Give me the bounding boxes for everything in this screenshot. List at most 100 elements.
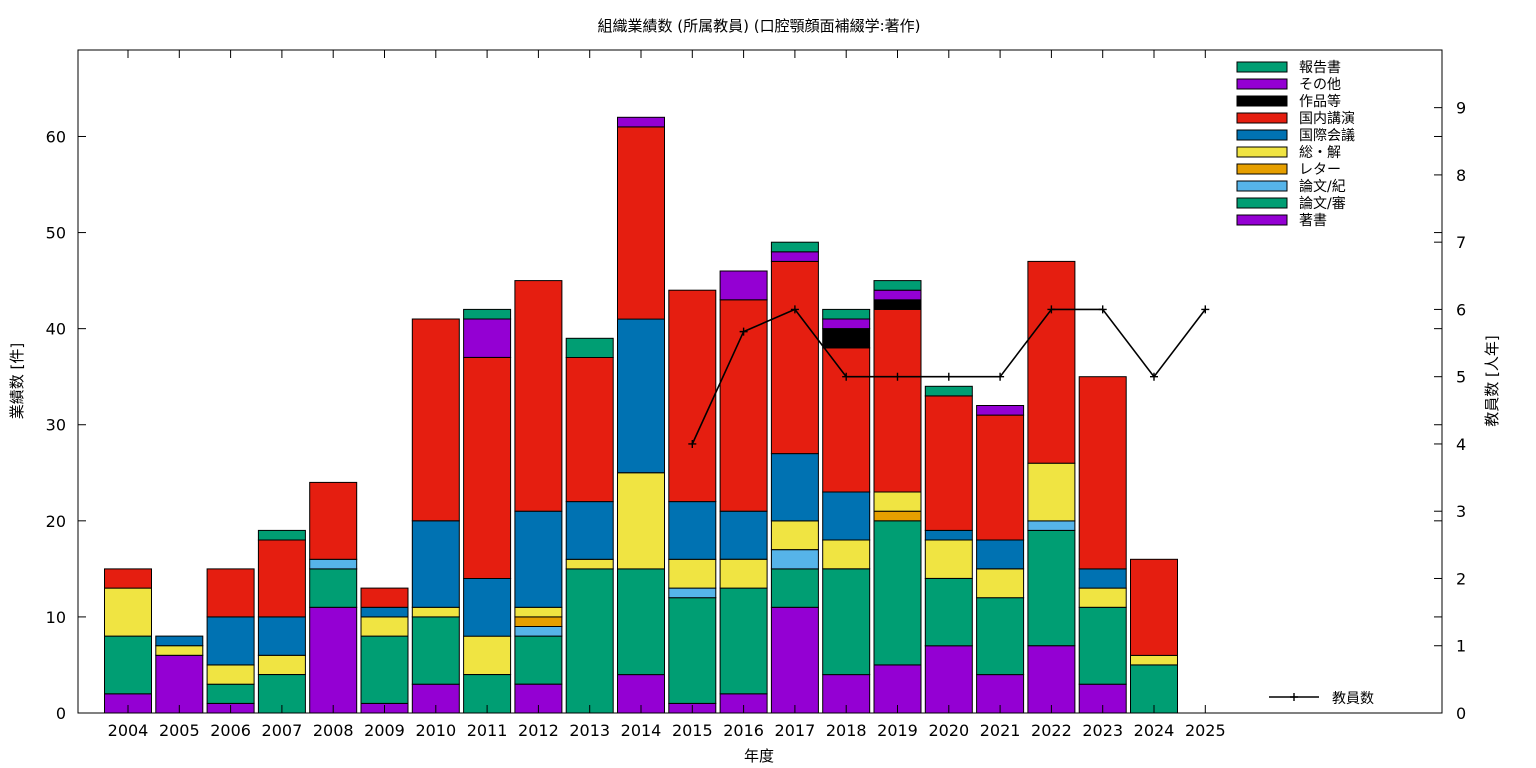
bar-segment-2019-1 <box>873 520 922 666</box>
bar-segment-2008-2 <box>309 558 358 570</box>
teacher-count-point-2023 <box>1098 305 1107 314</box>
legend-swatch-報告書 <box>1236 61 1288 73</box>
bar-segment-2012-4 <box>514 606 563 618</box>
legend-label: 論文/審 <box>1299 196 1346 212</box>
bar-segment-2015-2 <box>668 587 717 599</box>
y2-tick-label: 2 <box>1456 569 1466 588</box>
bar-segment-2013-1 <box>565 568 614 714</box>
bar-segment-2016-4 <box>719 558 768 589</box>
legend-swatch-論文/審 <box>1236 197 1288 209</box>
bar-segment-2010-1 <box>411 616 460 685</box>
bar-segment-2007-9 <box>257 529 306 541</box>
y2-tick-label: 0 <box>1456 704 1466 723</box>
bars <box>104 116 1178 714</box>
legend-swatch-その他 <box>1236 78 1288 90</box>
bar-segment-2017-5 <box>770 453 819 522</box>
x-tick-label: 2012 <box>518 721 559 740</box>
bar-segment-2023-6 <box>1078 376 1127 570</box>
y-tick-label: 50 <box>46 224 66 243</box>
teacher-count-point-2016 <box>739 327 748 336</box>
bar-segment-2011-5 <box>463 578 512 637</box>
bar-segment-2022-6 <box>1027 260 1076 464</box>
bar-segment-2009-4 <box>360 616 409 637</box>
bar-segment-2016-8 <box>719 270 768 301</box>
y-tick-label: 60 <box>46 127 66 146</box>
legend-swatch-レター <box>1236 163 1288 175</box>
bar-segment-2008-6 <box>309 481 358 560</box>
bar-segment-2005-0 <box>155 654 204 714</box>
y-tick-label: 30 <box>46 416 66 435</box>
bar-segment-2014-5 <box>617 318 665 474</box>
bar-segment-2019-3 <box>873 510 922 522</box>
bar-segment-2006-6 <box>206 568 255 618</box>
y2-tick-label: 1 <box>1456 637 1466 656</box>
x-tick-label: 2016 <box>723 721 764 740</box>
bar-segment-2008-1 <box>309 568 358 608</box>
y-tick-label: 10 <box>46 608 66 627</box>
bar-segment-2007-4 <box>257 654 306 675</box>
bar-segment-2018-9 <box>822 308 871 320</box>
bar-segment-2019-6 <box>873 308 922 493</box>
right-axis: 0 1 2 3 4 5 6 7 8 9 <box>1434 99 1466 723</box>
y-tick-label: 0 <box>56 704 66 723</box>
y2-tick-label: 6 <box>1456 300 1466 319</box>
bar-segment-2006-4 <box>206 664 255 685</box>
bar-segment-2012-3 <box>514 616 563 628</box>
teacher-count-line <box>688 305 1210 448</box>
bar-segment-2007-6 <box>257 539 306 618</box>
bar-segment-2018-5 <box>822 491 871 541</box>
teacher-count-point-2017 <box>790 305 799 314</box>
legend-swatch-国際会議 <box>1236 129 1288 141</box>
bar-segment-2011-4 <box>463 635 512 675</box>
bar-segment-2011-8 <box>463 318 512 358</box>
legend-label: 作品等 <box>1299 93 1341 110</box>
bar-segment-2004-1 <box>104 635 152 695</box>
x-tick-label: 2008 <box>313 721 354 740</box>
bar-segment-2004-6 <box>104 568 152 589</box>
bar-segment-2020-9 <box>924 385 973 397</box>
bar-segment-2013-9 <box>565 337 614 358</box>
bar-segment-2018-8 <box>822 318 871 330</box>
bar-segment-2020-1 <box>924 578 973 647</box>
x-tick-label: 2019 <box>877 721 918 740</box>
x-tick-label: 2005 <box>159 721 200 740</box>
x-tick-label: 2025 <box>1185 721 1226 740</box>
x-tick-label: 2011 <box>467 721 508 740</box>
legend-label: レター <box>1299 162 1341 178</box>
bar-segment-2011-9 <box>463 308 512 320</box>
y2-tick-label: 8 <box>1456 166 1466 185</box>
chart-title: 組織業績数 (所属教員) (口腔顎顔面補綴学:著作) <box>597 17 920 35</box>
x-tick-label: 2024 <box>1134 721 1175 740</box>
bar-segment-2012-6 <box>514 280 563 512</box>
bar-segment-2021-1 <box>976 597 1025 676</box>
bar-segment-2020-4 <box>924 539 973 579</box>
bar-segment-2014-4 <box>617 472 665 570</box>
bar-segment-2019-7 <box>873 299 922 310</box>
bar-segment-2017-8 <box>770 251 819 262</box>
bar-segment-2010-4 <box>411 606 460 618</box>
legend-label: 総・解 <box>1299 145 1341 161</box>
bar-segment-2017-1 <box>770 568 819 608</box>
legend-label: 論文/紀 <box>1299 179 1346 195</box>
x-tick-label: 2015 <box>672 721 713 740</box>
bar-segment-2007-5 <box>257 616 306 656</box>
legend-swatch-論文/紀 <box>1236 180 1288 192</box>
bar-segment-2023-4 <box>1078 587 1127 608</box>
bar-segment-2017-0 <box>770 606 819 714</box>
legend-label: 著書 <box>1299 213 1327 229</box>
legend-swatch-作品等 <box>1236 95 1288 107</box>
bar-segment-2022-1 <box>1027 529 1076 647</box>
bar-segment-2015-4 <box>668 558 717 589</box>
legend-label: その他 <box>1299 77 1341 93</box>
teacher-count-point-2024 <box>1150 372 1158 381</box>
bar-segment-2012-5 <box>514 510 563 608</box>
bar-segment-2014-8 <box>617 116 665 128</box>
legend-swatch-著書 <box>1236 214 1288 226</box>
bar-segment-2009-1 <box>360 635 409 704</box>
y-axis-title: 業績数 [件] <box>8 343 26 419</box>
y2-tick-label: 3 <box>1456 502 1466 521</box>
bar-segment-2013-6 <box>565 357 614 503</box>
bar-segment-2008-0 <box>309 606 358 714</box>
bar-segment-2024-6 <box>1130 558 1178 656</box>
